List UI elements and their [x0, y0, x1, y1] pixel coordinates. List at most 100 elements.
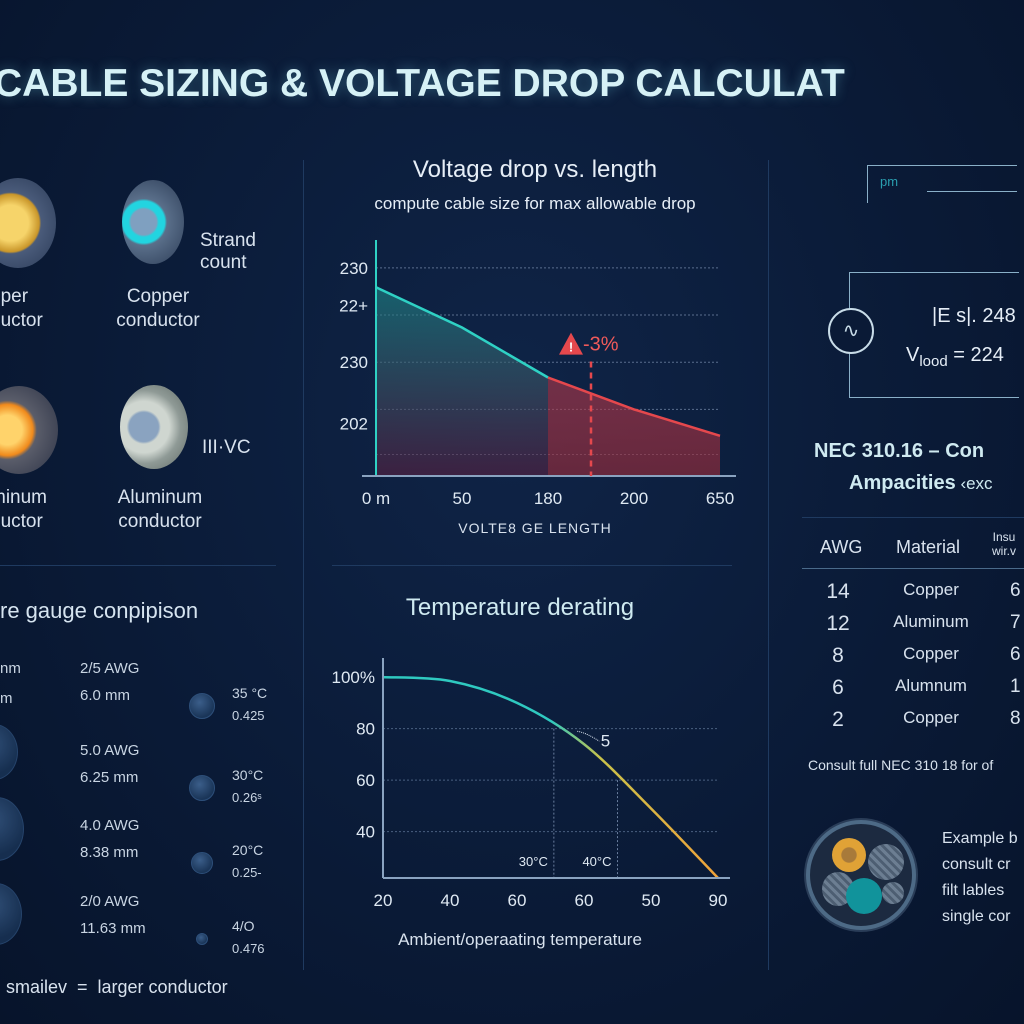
over-series-line	[547, 376, 721, 437]
ampacity-cell: 7	[1010, 612, 1021, 633]
gauge-factor: 0.26ˢ	[232, 790, 262, 805]
voltage-chart-subtitle: compute cable size for max allowable dro…	[374, 194, 696, 213]
voltage-chart-title: Voltage drop vs. length	[412, 156, 658, 183]
page-title: CABLE SIZING & VOLTAGE DROP CALCULAT	[0, 62, 845, 105]
ampacity-cell: 6	[1010, 580, 1021, 601]
load-voltage: Vlood = 224	[906, 344, 1004, 370]
table-row: 14 Copper 6	[802, 580, 1024, 610]
material-cell: Alumnum	[895, 676, 967, 695]
ac-source-icon: ∿	[828, 308, 874, 354]
cable-label: Copper conductor	[116, 286, 200, 331]
nec-subtitle-suffix: ‹exc	[955, 474, 993, 493]
marker-label: 30°C	[519, 854, 548, 869]
divider	[0, 565, 276, 566]
gauge-circle	[189, 775, 215, 801]
y-tick-label: 40	[356, 823, 375, 842]
gauge-footer: smailev = larger conductor	[6, 977, 228, 997]
nec-note: Consult full NEC 310 18 for of	[808, 757, 994, 773]
table-row: 8 Copper 6	[802, 644, 1024, 674]
table-row: 2 Copper 8	[802, 708, 1024, 738]
temperature-chart-xlabel: Ambient/operaating temperature	[398, 930, 642, 949]
ampacity-cell: 8	[1010, 708, 1021, 729]
table-header-material: Material	[896, 537, 961, 557]
cable-label: pper ductor	[0, 286, 43, 331]
load-voltage-subscript: lood	[919, 353, 948, 370]
gauge-temp: 4/O	[232, 918, 255, 934]
gauge-partial: nm	[0, 660, 21, 677]
gauge-circle	[191, 852, 213, 874]
table-row: 6 Alumnum 1	[802, 676, 1024, 706]
gauge-diameter: 8.38 mm	[80, 844, 139, 861]
core-icon	[882, 882, 904, 904]
material-cell: Copper	[903, 580, 959, 599]
example-text: Example b consult cr filt lables single …	[942, 830, 1018, 925]
y-tick-label: 202	[340, 414, 368, 433]
copper-core-icon	[832, 838, 866, 872]
gauge-awg: 2/5 AWG	[80, 660, 140, 677]
gauge-circle	[196, 933, 208, 945]
y-tick-label: 230	[340, 259, 368, 278]
ok-series-line	[375, 286, 549, 379]
marker-label: 40°C	[582, 854, 611, 869]
divider	[802, 568, 1024, 569]
gauge-diameter: 6.25 mm	[80, 769, 139, 786]
x-tick-label: 50	[453, 489, 472, 508]
gauge-partial: m	[0, 690, 13, 707]
y-tick-label: 80	[356, 720, 375, 739]
voltage-chart-xlabel: VOLTE8 GE LENGTH	[458, 520, 612, 536]
strand-count-label: Strand count	[200, 230, 256, 273]
awg-cell: 6	[832, 676, 844, 699]
gauge-circle	[0, 797, 24, 861]
gauge-circle	[0, 724, 18, 780]
gauge-factor: 0.476	[232, 941, 265, 956]
aluminum-solid-cable-icon	[120, 385, 188, 469]
source-voltage: |E s|. 248	[932, 305, 1016, 327]
table-header-insulation: Insu wir.v	[992, 530, 1016, 558]
gauge-temp: 35 °C	[232, 685, 268, 701]
x-tick-label: 50	[642, 891, 661, 910]
line	[927, 191, 1017, 192]
gauge-circle	[189, 693, 215, 719]
y-tick-label: 22+	[339, 296, 368, 315]
material-cell: Aluminum	[893, 612, 969, 631]
gauge-circle	[0, 883, 22, 945]
multicore-cable-icon	[806, 820, 916, 930]
warning-icon-mark: !	[569, 340, 573, 355]
material-cell: Copper	[903, 708, 959, 727]
awg-cell: 12	[826, 612, 850, 635]
x-tick-label: 90	[709, 891, 728, 910]
cable-label: Aluminum conductor	[117, 487, 203, 532]
gauge-awg: 4.0 AWG	[80, 817, 140, 834]
voltage-drop-chart: ! -3% 230 22+ 230 202 0 m 50 180 200 650	[339, 240, 736, 508]
core-icon	[846, 878, 882, 914]
temperature-derating-chart: 30°C 40°C 5 100% 80 60 40 20 40 60 60 50 90	[332, 658, 730, 910]
material-cell: Copper	[903, 644, 959, 663]
x-tick-label: 650	[706, 489, 734, 508]
x-tick-label: 200	[620, 489, 648, 508]
y-tick-label: 60	[356, 771, 375, 790]
divider	[332, 565, 732, 566]
annotation-label: 5	[601, 732, 610, 751]
aluminum-strand-cable-icon	[0, 386, 58, 474]
circuit-box	[849, 272, 1019, 398]
gauge-factor: 0.25-	[232, 865, 262, 880]
input-box	[867, 165, 1017, 203]
x-tick-label: 40	[441, 891, 460, 910]
gauge-temp: 20°C	[232, 842, 264, 858]
gauge-diameter: 6.0 mm	[80, 687, 131, 704]
copper-solid-cable-icon	[122, 180, 184, 264]
x-tick-label: 20	[374, 891, 393, 910]
gauge-heading: re gauge conpipison	[0, 598, 199, 623]
nec-subtitle-main: Ampacities	[849, 472, 956, 494]
gauge-factor: 0.425	[232, 708, 265, 723]
gauge-awg: 2/0 AWG	[80, 893, 140, 910]
threshold-label: -3%	[583, 334, 619, 356]
load-voltage-symbol: V	[906, 344, 920, 366]
awg-cell: 8	[832, 644, 844, 667]
y-tick-label: 230	[340, 353, 368, 372]
warning-icon	[559, 332, 583, 355]
copper-strand-cable-icon	[0, 178, 56, 268]
divider	[768, 160, 769, 970]
x-tick-label: 60	[575, 891, 594, 910]
divider	[303, 160, 304, 970]
